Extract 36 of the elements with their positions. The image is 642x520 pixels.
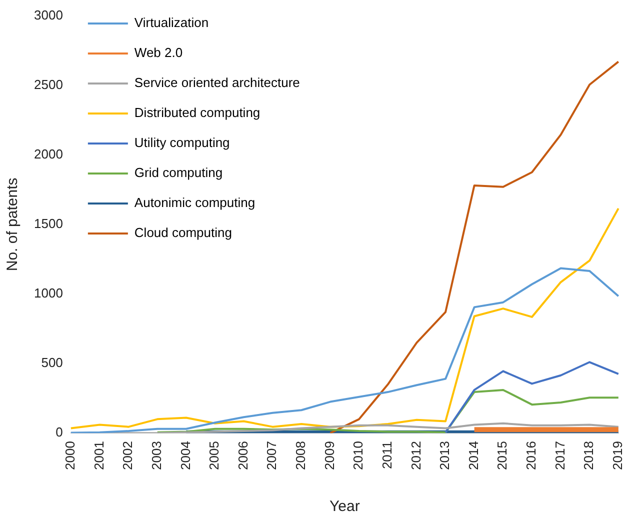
legend-label: Autonimic computing (134, 195, 256, 210)
legend-label: Cloud computing (134, 225, 232, 240)
x-axis-title: Year (330, 498, 360, 516)
legend-label: Service oriented architecture (134, 75, 300, 90)
x-tick-label: 2019 (610, 441, 625, 470)
x-tick-label: 2013 (437, 441, 452, 470)
y-tick-label: 500 (41, 355, 63, 370)
legend-label: Grid computing (134, 165, 223, 180)
x-tick-label: 2001 (91, 441, 106, 470)
y-tick-label: 1500 (34, 216, 63, 232)
x-tick-label: 2016 (524, 441, 539, 470)
legend-label: Distributed computing (134, 105, 260, 120)
x-tick-label: 2012 (408, 441, 424, 470)
x-tick-label: 2003 (148, 441, 164, 470)
x-tick-label: 2004 (178, 441, 193, 470)
legend-label: Utility computing (134, 135, 230, 150)
x-tick-label: 2007 (264, 441, 280, 470)
x-tick-label: 2002 (120, 441, 136, 470)
x-tick-label: 2008 (293, 441, 308, 470)
y-tick-label: 1000 (34, 286, 63, 301)
x-tick-label: 2006 (235, 441, 250, 470)
y-tick-label: 3000 (34, 7, 63, 22)
x-tick-label: 2015 (494, 441, 510, 470)
y-tick-label: 2500 (34, 76, 63, 92)
y-tick-label: 2000 (34, 146, 63, 162)
x-tick-label: 2017 (552, 441, 568, 470)
x-tick-label: 2018 (581, 441, 596, 470)
x-tick-label: 2014 (466, 441, 481, 470)
x-tick-label: 2009 (322, 441, 337, 470)
legend-label: Web 2.0 (134, 45, 183, 60)
x-tick-label: 2005 (206, 441, 222, 470)
x-tick-label: 2011 (379, 441, 394, 470)
y-axis-title: No. of patents (4, 178, 22, 272)
x-tick-label: 2010 (350, 441, 366, 470)
y-tick-label: 0 (56, 424, 63, 440)
legend-label: Virtualization (134, 15, 209, 30)
